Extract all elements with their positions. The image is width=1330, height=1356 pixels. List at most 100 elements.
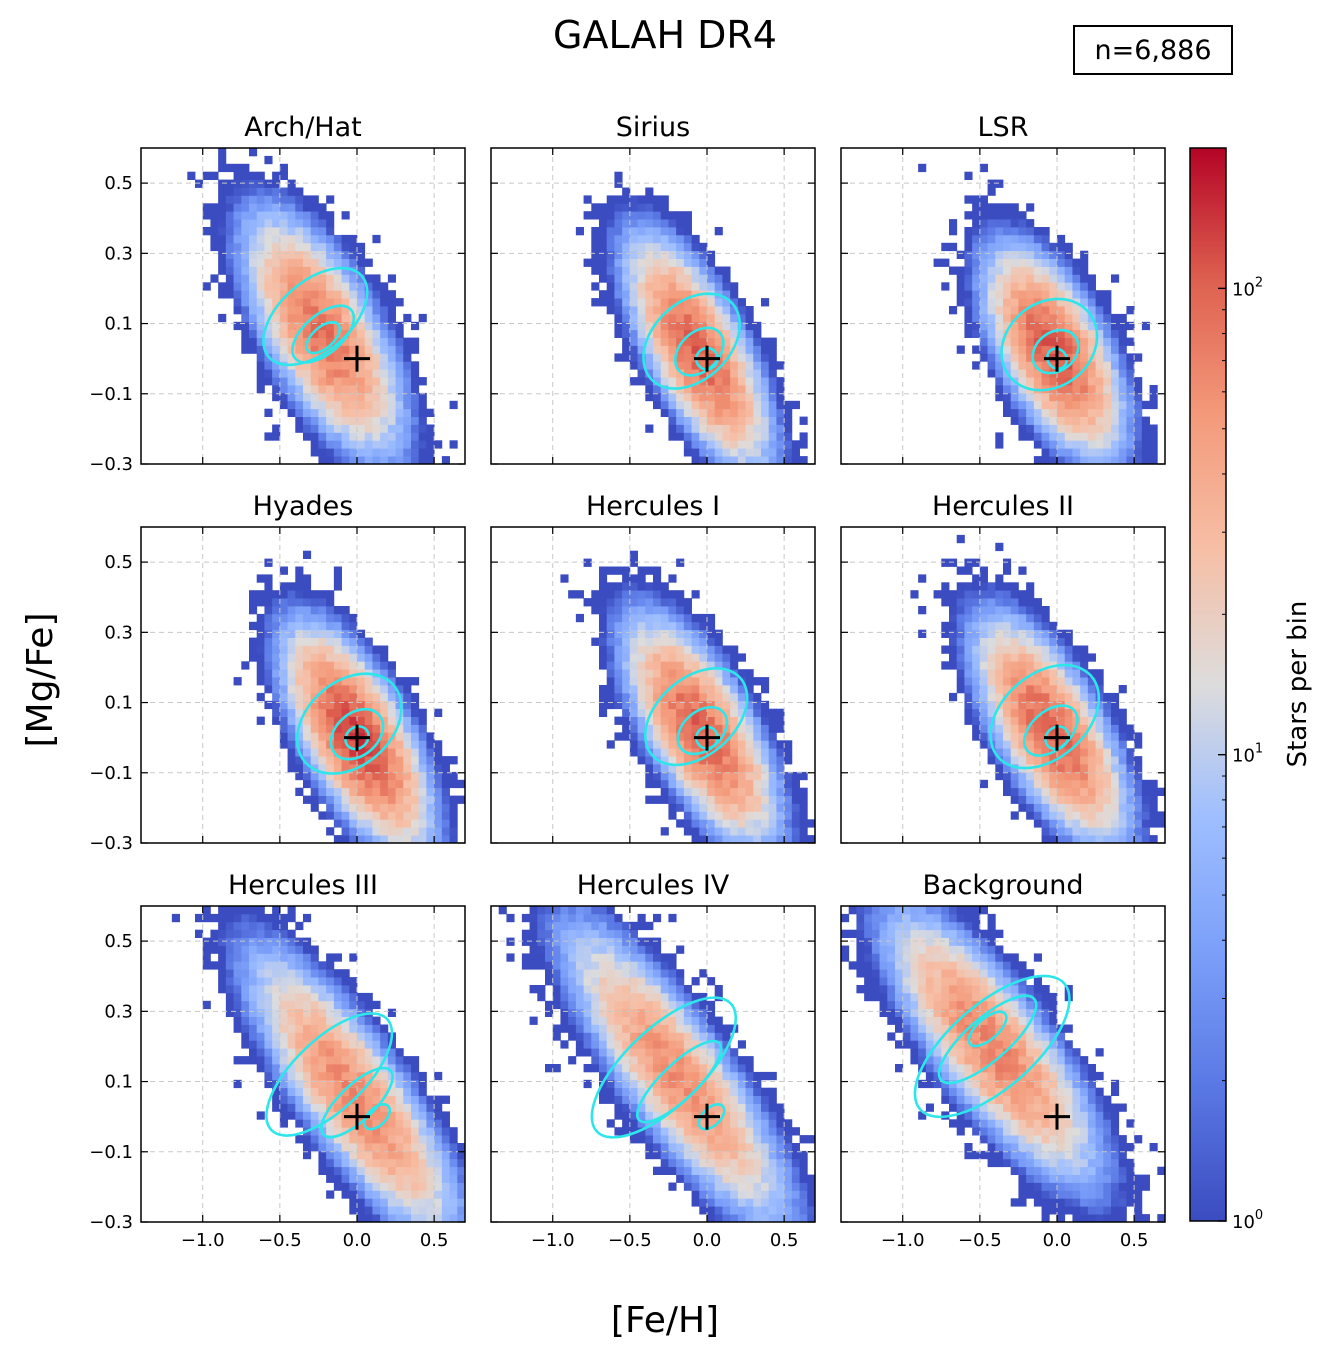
heatmap-cell [560, 969, 569, 978]
heatmap-cell [272, 1000, 281, 1010]
heatmap-cell [964, 692, 973, 702]
heatmap-cell [730, 811, 739, 820]
heatmap-cell [521, 929, 530, 938]
heatmap-cell [380, 345, 389, 354]
heatmap-cell [745, 764, 754, 773]
heatmap-cell [1095, 716, 1104, 725]
heatmap-cell [349, 621, 358, 631]
heatmap-cell [395, 1150, 404, 1160]
heatmap-cell [256, 282, 265, 291]
heatmap-cell [1018, 771, 1027, 781]
heatmap-cell [653, 692, 662, 702]
heatmap-cell [387, 1048, 396, 1057]
heatmap-cell [357, 629, 366, 638]
heatmap-cell [1010, 416, 1019, 425]
heatmap-cell [653, 779, 662, 789]
heatmap-cell [349, 653, 358, 662]
heatmap-cell [310, 969, 319, 978]
heatmap-cell [1010, 242, 1019, 252]
heatmap-cell [784, 756, 793, 765]
heatmap-cell [629, 290, 638, 299]
heatmap-cell [683, 669, 692, 678]
heatmap-cell [279, 290, 288, 299]
heatmap-cell [218, 945, 227, 954]
heatmap-cell [426, 408, 435, 417]
heatmap-cell [941, 661, 950, 670]
heatmap-cell [699, 716, 708, 725]
heatmap-cell [349, 250, 358, 259]
heatmap-cell [326, 606, 335, 615]
heatmap-cell [357, 298, 366, 307]
heatmap-cell [599, 992, 608, 1002]
heatmap-cell [310, 306, 319, 315]
heatmap-cell [707, 321, 716, 331]
heatmap-cell [225, 179, 234, 188]
heatmap-cell [1072, 400, 1081, 410]
heatmap-cell [295, 361, 304, 370]
heatmap-cell [418, 440, 427, 449]
heatmap-cell [364, 416, 373, 425]
heatmap-cell [614, 961, 623, 970]
heatmap-cell [653, 661, 662, 670]
heatmap-cell [287, 716, 296, 725]
heatmap-cell [691, 764, 700, 773]
heatmap-cell [418, 748, 427, 757]
heatmap-cell [403, 1143, 412, 1152]
heatmap-cell [434, 1127, 443, 1136]
heatmap-cell [575, 1032, 584, 1041]
heatmap-cell [272, 606, 281, 615]
heatmap-cell [318, 637, 327, 646]
heatmap-cell [287, 1000, 296, 1010]
heatmap-cell [303, 1143, 312, 1152]
heatmap-cell [233, 187, 242, 196]
heatmap-cell [279, 692, 288, 702]
heatmap-cell [568, 590, 577, 599]
heatmap-cell [349, 764, 358, 773]
heatmap-cell [676, 700, 685, 710]
heatmap-cell [403, 1206, 412, 1215]
heatmap-cell [1049, 637, 1058, 646]
heatmap-cell [364, 1024, 373, 1033]
heatmap-cell [629, 353, 638, 362]
heatmap-cell [1095, 329, 1104, 338]
heatmap-cell [668, 424, 677, 433]
heatmap-cell [1103, 692, 1112, 702]
heatmap-cell [411, 448, 420, 457]
heatmap-cell [784, 787, 793, 796]
heatmap-cell [1010, 771, 1019, 781]
heatmap-cell [279, 282, 288, 291]
heatmap-cell [241, 195, 250, 204]
heatmap-cell [310, 1071, 319, 1081]
heatmap-cell [279, 1071, 288, 1081]
heatmap-cell [1049, 708, 1058, 717]
heatmap-cell [241, 961, 250, 970]
heatmap-cell [426, 740, 435, 749]
heatmap-cell [395, 724, 404, 733]
heatmap-cell [1033, 392, 1042, 402]
heatmap-cell [668, 724, 677, 733]
heatmap-cell [622, 692, 631, 702]
heatmap-cell [753, 748, 762, 757]
heatmap-cell [418, 764, 427, 773]
heatmap-cell [575, 613, 584, 623]
heatmap-cell [964, 566, 973, 575]
heatmap-cell [318, 219, 327, 228]
heatmap-cell [310, 613, 319, 623]
heatmap-cell [341, 1008, 350, 1017]
heatmap-cell [1080, 250, 1089, 259]
heatmap-cell [1134, 787, 1143, 796]
heatmap-cell [287, 377, 296, 386]
heatmap-cell [225, 1008, 234, 1017]
heatmap-cell [256, 385, 265, 394]
heatmap-cell [660, 353, 669, 362]
heatmap-cell [1041, 637, 1050, 646]
heatmap-cell [341, 1056, 350, 1065]
heatmap-cell [1118, 456, 1127, 465]
heatmap-cell [395, 329, 404, 338]
heatmap-cell [987, 321, 996, 331]
heatmap-cell [303, 669, 312, 678]
heatmap-cell [599, 1024, 608, 1033]
heatmap-cell [956, 250, 965, 259]
heatmap-cell [318, 1024, 327, 1033]
heatmap-cell [364, 1150, 373, 1160]
